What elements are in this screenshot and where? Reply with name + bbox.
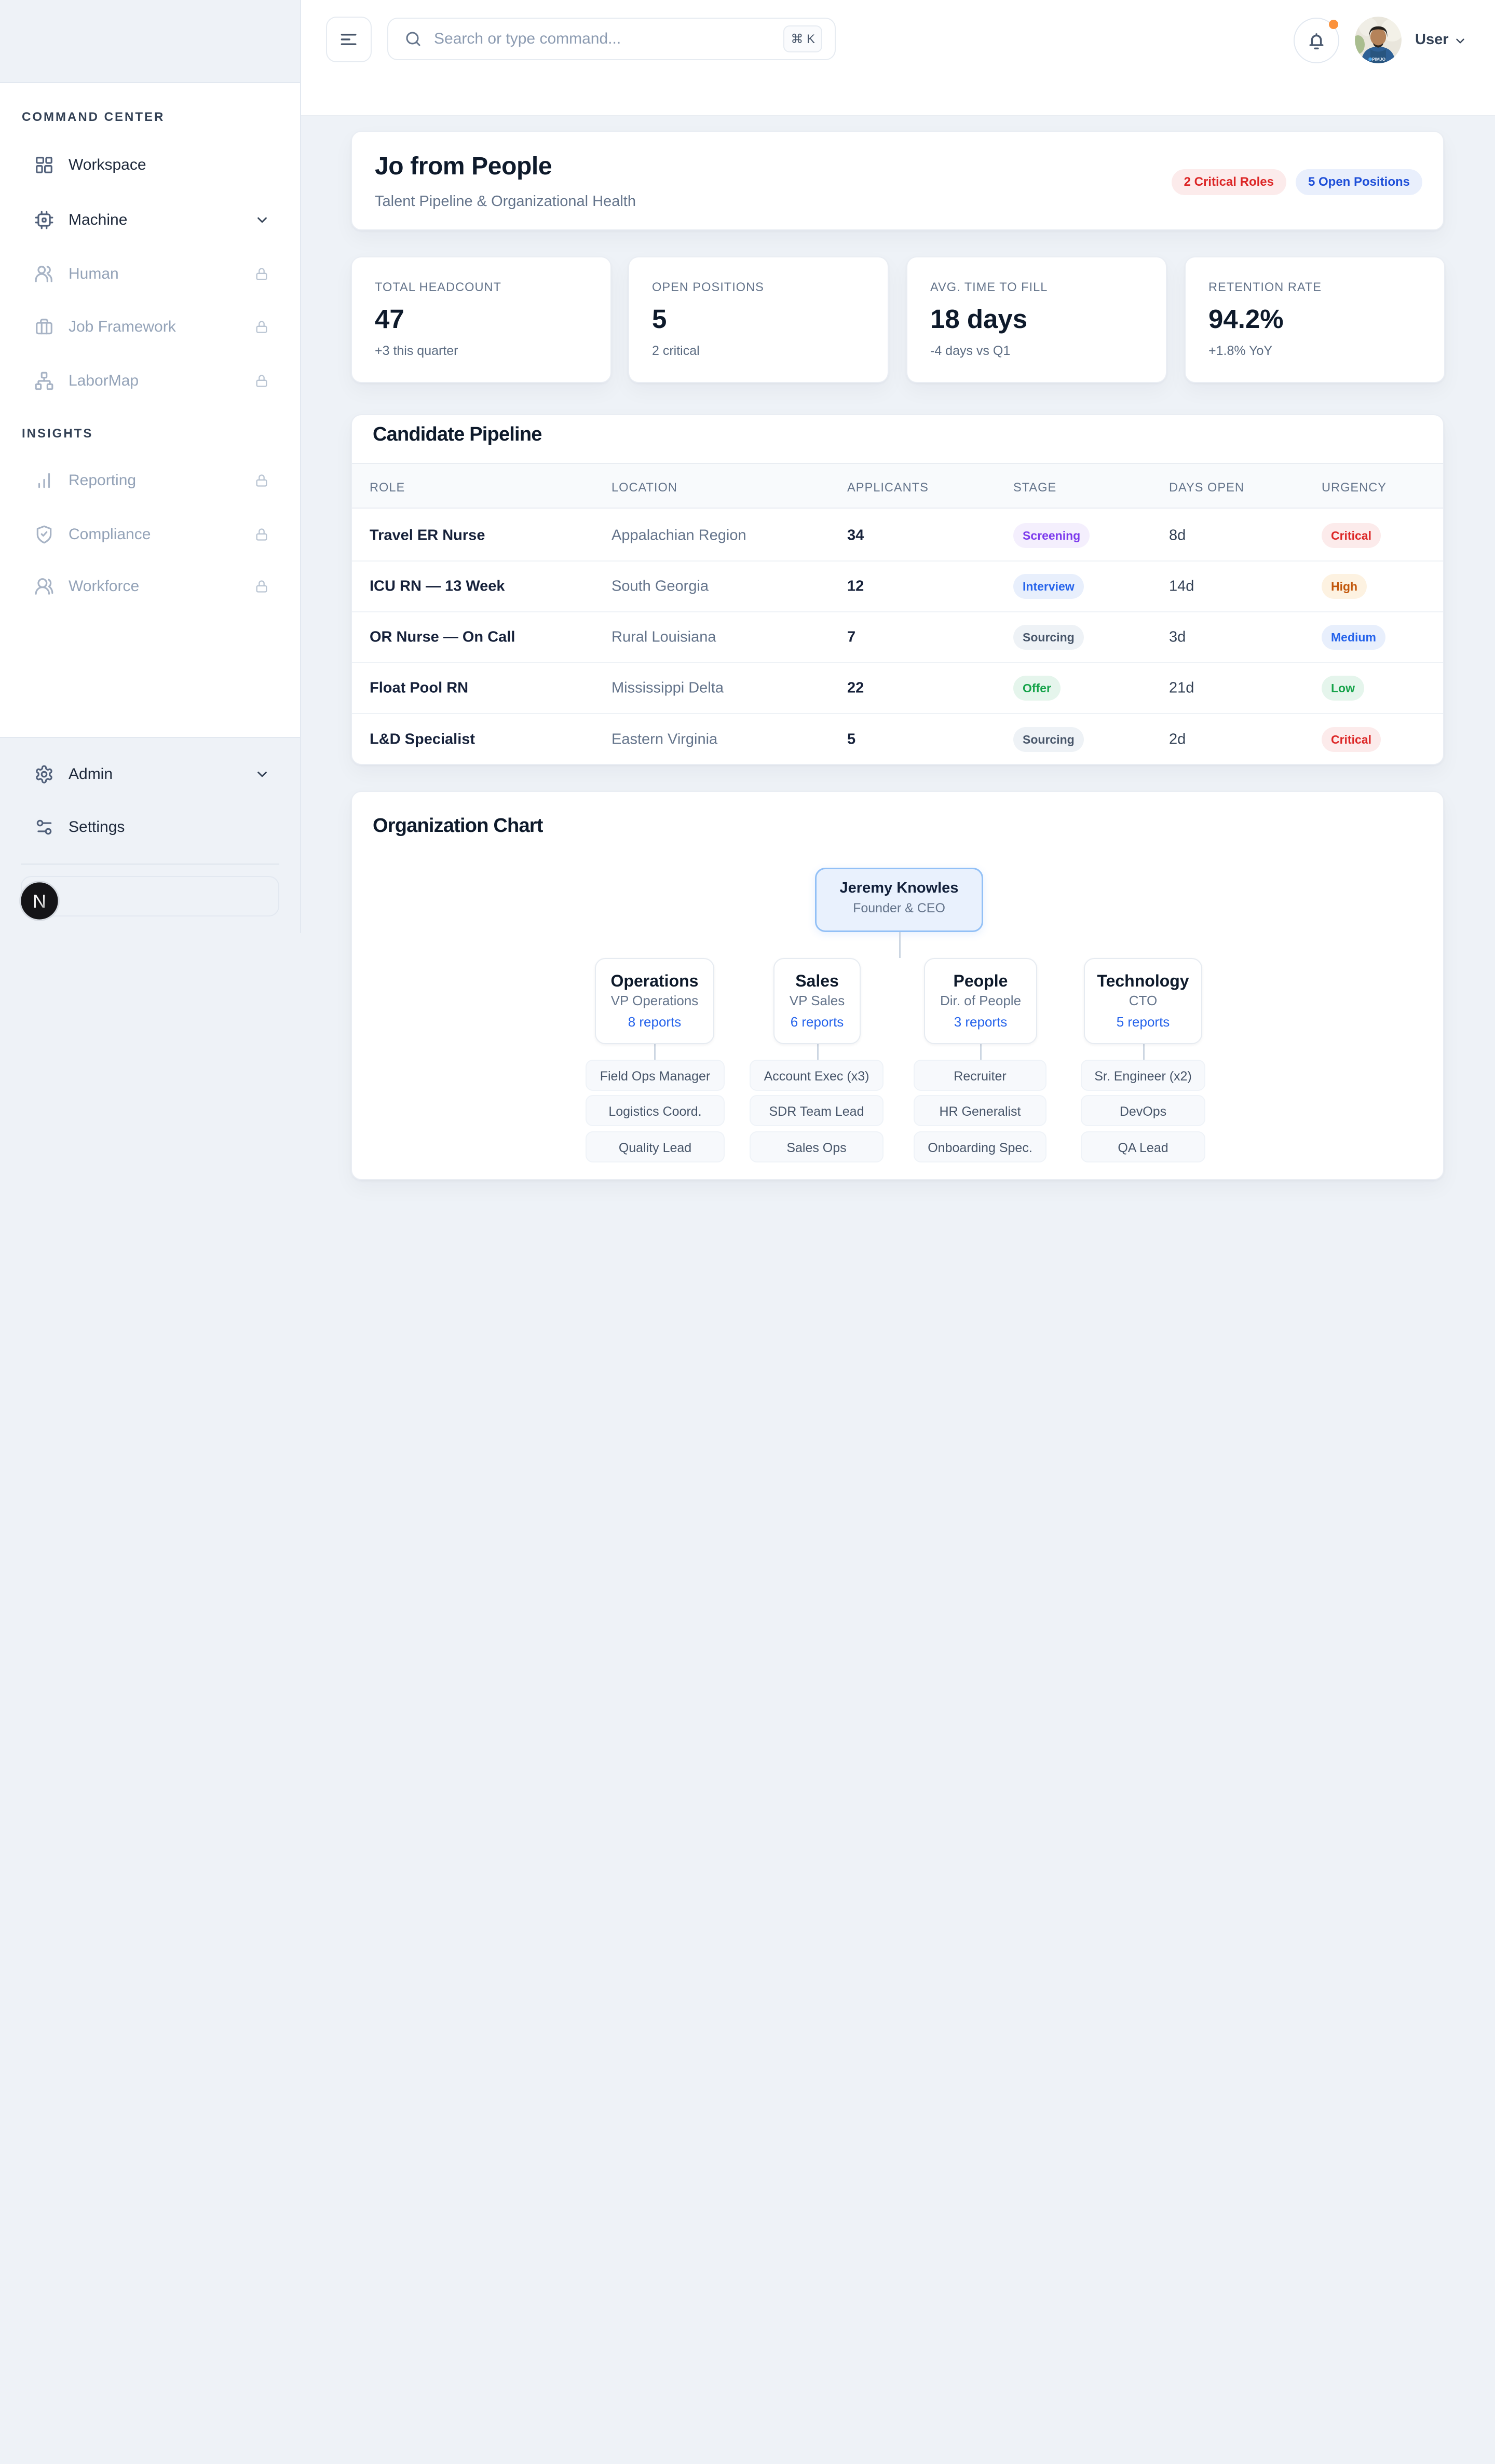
svg-text:PIMJO: PIMJO (1372, 57, 1386, 62)
svg-text:N: N (33, 891, 46, 912)
